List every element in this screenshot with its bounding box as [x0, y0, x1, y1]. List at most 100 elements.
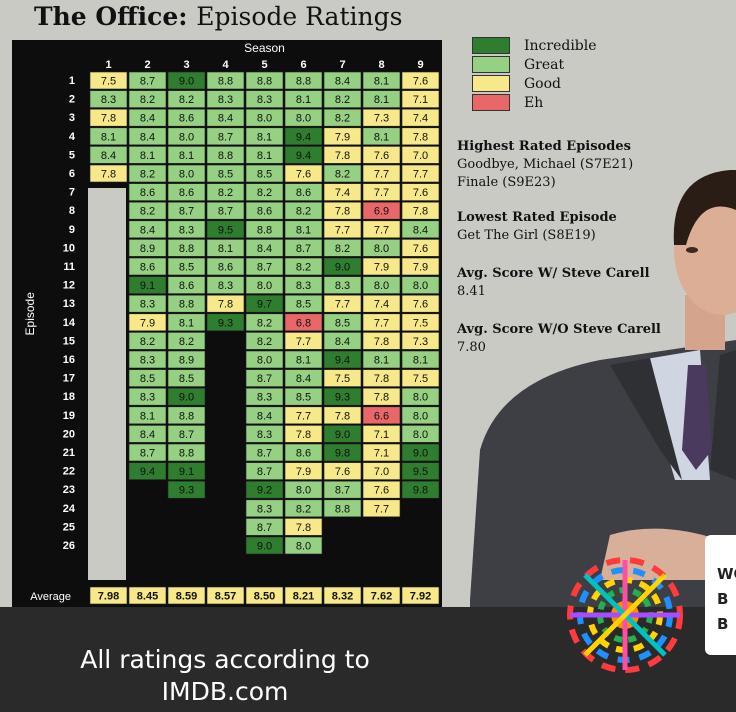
cell-value-label: 8.3: [218, 94, 233, 106]
heatmap-cell: [245, 146, 284, 164]
cell-value-label: 7.8: [413, 206, 428, 218]
heatmap-cell: [128, 146, 167, 164]
heatmap-cell: [362, 164, 401, 183]
cell-value-label: 9.4: [296, 131, 311, 143]
cell-value-label: 8.2: [296, 503, 311, 515]
cell-value-label: 8.2: [179, 94, 194, 106]
heatmap-cell: [128, 127, 167, 146]
cell-value-label: 8.0: [413, 280, 428, 292]
average-value-label: 8.59: [176, 591, 197, 603]
heatmap-cell: [167, 183, 206, 201]
average-cell: [167, 586, 206, 605]
heatmap-cell: [206, 127, 245, 146]
heatmap-cell: [284, 443, 323, 462]
heatmap-cell: [362, 108, 401, 127]
legend-swatch-eh: [472, 94, 510, 111]
heatmap-cell: [245, 108, 284, 127]
heatmap-cell: [245, 90, 284, 108]
cell-value-label: 8.4: [257, 410, 272, 422]
cell-value-label: 9.0: [335, 429, 350, 441]
heatmap-cell: [245, 294, 284, 313]
cell-value-label: 9.0: [179, 76, 194, 88]
cell-value-label: 8.7: [140, 448, 155, 460]
cell-value-label: 8.3: [296, 280, 311, 292]
heatmap-cell: [128, 369, 167, 387]
heatmap-cell: [128, 90, 167, 108]
cell-value-label: 8.8: [257, 76, 272, 88]
cell-value-label: 6.6: [374, 410, 389, 422]
cell-value-label: 9.1: [140, 280, 155, 292]
heatmap-cell: [245, 220, 284, 239]
episode-tick-label: 17: [63, 373, 75, 385]
cell-value-label: 7.8: [374, 373, 389, 385]
cell-value-label: 8.0: [257, 355, 272, 367]
cell-value-label: 7.8: [335, 410, 350, 422]
heatmap-cell: [362, 71, 401, 90]
cell-value-label: 8.1: [179, 317, 194, 329]
cell-value-label: 7.3: [374, 113, 389, 125]
cell-value-label: 7.9: [335, 131, 350, 143]
heatmap-cell: [128, 313, 167, 332]
heatmap-cell: [206, 146, 245, 164]
highest-rated-item: Finale (S9E23): [457, 175, 556, 190]
episode-axis-label: Episode: [23, 292, 37, 336]
heatmap-cell: [167, 71, 206, 90]
heatmap-cell: [401, 257, 440, 276]
cell-value-label: 9.1: [179, 466, 194, 478]
heatmap-cell: [284, 90, 323, 108]
heatmap-cell: [89, 127, 128, 146]
cell-value-label: 8.7: [218, 131, 233, 143]
average-cell: [206, 586, 245, 605]
heatmap-cell: [362, 257, 401, 276]
avg-without-block: Avg. Score W/O Steve Carell 7.80: [457, 320, 661, 357]
lowest-rated-title: Lowest Rated Episode: [457, 210, 617, 225]
cell-value-label: 8.5: [140, 373, 155, 385]
heatmap-cell: [362, 443, 401, 462]
heatmap-cell: [167, 127, 206, 146]
heatmap-cell: [401, 406, 440, 425]
cell-value-label: 8.6: [296, 187, 311, 199]
cell-value-label: 9.0: [335, 262, 350, 274]
lowest-rated-item: Get The Girl (S8E19): [457, 228, 596, 243]
cell-value-label: 7.6: [413, 299, 428, 311]
heatmap-cell: [167, 276, 206, 294]
cell-value-label: 9.8: [413, 485, 428, 497]
cell-value-label: 7.5: [413, 373, 428, 385]
cell-value-label: 7.8: [296, 522, 311, 534]
cell-value-label: 8.6: [179, 113, 194, 125]
cell-value-label: 8.2: [140, 94, 155, 106]
heatmap-cell: [401, 164, 440, 183]
cell-value-label: 8.8: [296, 76, 311, 88]
average-value-label: 7.92: [410, 591, 431, 603]
cell-value-label: 8.0: [257, 280, 272, 292]
heatmap-cell: [167, 350, 206, 369]
average-cell: [128, 586, 167, 605]
cell-value-label: 8.7: [218, 206, 233, 218]
heatmap-cell: [284, 425, 323, 443]
heatmap-cell: [323, 462, 362, 480]
cell-value-label: 7.5: [101, 76, 116, 88]
cell-value-label: 7.6: [374, 485, 389, 497]
heatmap-cell: [362, 462, 401, 480]
cell-value-label: 7.7: [374, 187, 389, 199]
heatmap-cell: [401, 220, 440, 239]
episode-tick-label: 11: [63, 261, 75, 273]
heatmap-cell: [362, 183, 401, 201]
heatmap-cell: [323, 425, 362, 443]
heatmap-cell: [245, 425, 284, 443]
cell-value-label: 8.1: [140, 410, 155, 422]
episode-tick-label: 13: [63, 298, 75, 310]
cell-value-label: 8.1: [296, 224, 311, 236]
avg-without-title: Avg. Score W/O Steve Carell: [457, 322, 661, 337]
heatmap-cell: [323, 332, 362, 350]
heatmap-cell: [128, 239, 167, 257]
cell-value-label: 8.1: [101, 131, 116, 143]
cell-value-label: 8.3: [335, 280, 350, 292]
heatmap-cell: [284, 220, 323, 239]
cell-value-label: 7.7: [374, 169, 389, 181]
cell-value-label: 9.4: [335, 355, 350, 367]
average-value-label: 7.98: [98, 591, 119, 603]
heatmap-cell: [245, 462, 284, 480]
heatmap-cell: [245, 406, 284, 425]
cell-value-label: 7.7: [374, 317, 389, 329]
